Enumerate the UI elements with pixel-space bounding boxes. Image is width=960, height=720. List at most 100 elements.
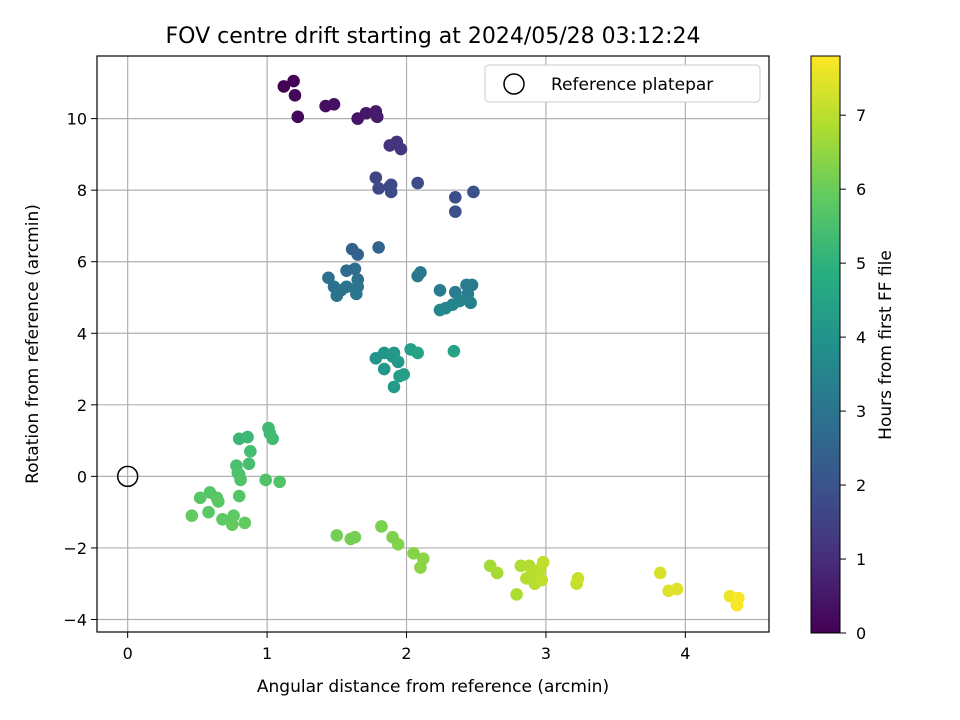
- data-point: [241, 430, 254, 444]
- data-point: [510, 588, 523, 601]
- data-point: [433, 284, 447, 297]
- colorbar-tick-label: 4: [856, 328, 866, 347]
- x-axis-label: Angular distance from reference (arcmin): [257, 677, 609, 697]
- y-axis-ticks: −4 −2 0 2 4 6 8 10: [63, 110, 97, 629]
- y-tick-label: 8: [77, 181, 87, 200]
- data-point: [330, 289, 344, 303]
- y-tick-label: 6: [77, 253, 87, 272]
- data-point: [273, 475, 286, 489]
- data-point: [490, 566, 504, 580]
- data-point: [330, 529, 344, 542]
- data-point: [447, 344, 461, 358]
- data-point: [225, 518, 239, 531]
- data-point: [185, 509, 199, 523]
- data-point: [340, 280, 353, 294]
- data-point: [571, 572, 585, 585]
- colorbar-tick-label: 1: [856, 550, 866, 569]
- data-point: [372, 241, 385, 254]
- data-point: [277, 80, 291, 93]
- data-point: [394, 142, 408, 156]
- legend-marker: [503, 73, 525, 95]
- data-point: [348, 262, 362, 276]
- data-point: [670, 582, 684, 596]
- x-tick-label: 4: [680, 644, 690, 663]
- data-point: [232, 489, 246, 503]
- data-point: [242, 457, 256, 471]
- y-tick-label: −4: [63, 610, 87, 629]
- data-point: [411, 346, 424, 360]
- data-point: [351, 248, 365, 261]
- data-point: [536, 555, 550, 569]
- data-point: [288, 89, 302, 102]
- data-point: [535, 573, 549, 587]
- colorbar-tick-label: 3: [856, 402, 866, 421]
- y-tick-label: 0: [77, 467, 87, 486]
- data-point: [348, 530, 362, 544]
- colorbar-label: Hours from first FF file: [876, 250, 896, 440]
- colorbar-frame: [810, 55, 841, 634]
- data-point: [372, 182, 385, 195]
- data-point: [327, 97, 341, 111]
- data-point: [464, 296, 477, 310]
- colorbar-tick-label: 5: [856, 254, 866, 273]
- colorbar-gradient: [811, 56, 840, 633]
- data-point: [370, 110, 384, 124]
- data-point: [414, 266, 427, 279]
- data-point: [259, 473, 272, 487]
- data-point: [407, 546, 420, 560]
- x-tick-label: 0: [123, 644, 133, 663]
- data-point: [467, 185, 480, 199]
- data-point: [377, 362, 391, 376]
- data-point: [411, 176, 424, 190]
- colorbar-ticks: 0 1 2 3 4 5 6 7: [840, 106, 866, 643]
- y-axis-label: Rotation from reference (arcmin): [23, 204, 43, 484]
- x-tick-label: 2: [401, 644, 411, 663]
- x-axis-ticks: 0 1 2 3 4: [123, 632, 690, 663]
- y-tick-label: 4: [77, 324, 87, 343]
- data-point: [433, 303, 447, 317]
- data-point: [359, 106, 373, 120]
- legend-box: [484, 64, 761, 103]
- y-tick-label: 2: [77, 396, 87, 415]
- data-point: [391, 538, 405, 551]
- reference-platepar-point: [116, 465, 139, 488]
- data-point: [234, 473, 247, 487]
- data-point: [375, 520, 388, 533]
- data-point: [732, 591, 745, 605]
- data-point: [384, 178, 398, 192]
- x-tick-label: 3: [541, 644, 551, 663]
- data-point: [211, 495, 225, 508]
- data-point: [397, 368, 411, 381]
- grid: [97, 56, 769, 632]
- data-point: [244, 445, 257, 458]
- legend-label: Reference platepar: [551, 75, 713, 95]
- data-point: [193, 491, 207, 505]
- data-point: [391, 355, 405, 369]
- data-point: [387, 380, 401, 394]
- x-tick-label: 1: [262, 644, 272, 663]
- data-point: [238, 516, 252, 530]
- colorbar-tick-label: 2: [856, 476, 866, 495]
- y-tick-label: −2: [63, 539, 87, 558]
- colorbar-tick-label: 0: [856, 624, 866, 643]
- data-point: [416, 552, 430, 565]
- chart-title: FOV centre drift starting at 2024/05/28 …: [166, 24, 701, 49]
- plot-frame: [96, 55, 770, 633]
- data-point: [216, 513, 229, 526]
- colorbar-tick-label: 6: [856, 180, 866, 199]
- data-point: [202, 505, 215, 519]
- data-point: [351, 280, 365, 294]
- data-points: [185, 74, 745, 612]
- colorbar: 0 1 2 3 4 5 6 7 Hours from first FF file: [810, 55, 896, 643]
- data-point: [449, 205, 462, 218]
- data-point: [266, 432, 279, 446]
- colorbar-tick-label: 7: [856, 106, 866, 125]
- data-point: [653, 566, 667, 580]
- data-point: [287, 74, 300, 88]
- data-point: [449, 191, 462, 204]
- data-point: [369, 171, 383, 184]
- data-point: [291, 110, 305, 124]
- y-tick-label: 10: [67, 110, 87, 129]
- legend: Reference platepar: [484, 64, 761, 103]
